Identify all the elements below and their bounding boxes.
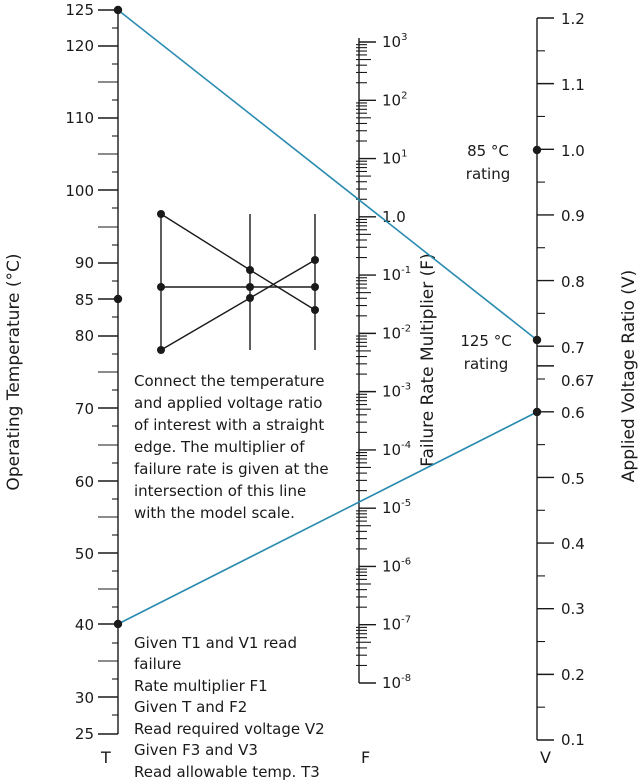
t-label-80: 80 — [75, 327, 94, 345]
t-label-70: 70 — [75, 400, 94, 418]
svg-text:edge. The multiplier of: edge. The multiplier of — [134, 438, 305, 456]
t-label-120: 120 — [65, 37, 94, 55]
v-label-0.67: 0.67 — [561, 372, 594, 390]
point-t-125 — [113, 5, 123, 15]
v-label-0.7: 0.7 — [561, 339, 585, 357]
v-label-0.4: 0.4 — [561, 535, 585, 553]
point-t-85 — [113, 294, 123, 304]
v-label-1.1: 1.1 — [561, 76, 585, 94]
rating-125-line2: rating — [464, 355, 508, 373]
t-label-85: 85 — [75, 291, 94, 309]
schematic-illustration — [157, 210, 319, 354]
t-label-100: 100 — [65, 182, 94, 200]
steps-text: Given T1 and V1 read failure Rate multip… — [134, 634, 325, 781]
svg-text:intersection of this line: intersection of this line — [134, 482, 306, 500]
f-label-11: 10-8 — [382, 673, 411, 692]
f-label-2: 101 — [382, 149, 407, 168]
v-label-0.8: 0.8 — [561, 273, 585, 291]
t-label-90: 90 — [75, 254, 94, 272]
svg-text:Given F3 and V3: Given F3 and V3 — [134, 741, 258, 759]
f-label-0: 103 — [382, 32, 407, 51]
svg-text:Given T1 and V1 read: Given T1 and V1 read — [134, 634, 297, 652]
v-label-0.6: 0.6 — [561, 404, 585, 422]
t-label-30: 30 — [75, 689, 94, 707]
t-label-60: 60 — [75, 473, 94, 491]
t-label-125: 125 — [65, 1, 94, 19]
v-axis-title: Applied Voltage Ratio (V) — [619, 270, 639, 482]
v-label-0.3: 0.3 — [561, 600, 585, 618]
svg-text:Given T and F2: Given T and F2 — [134, 698, 247, 716]
svg-text:Read required voltage V2: Read required voltage V2 — [134, 720, 325, 738]
t-axis-letter: T — [100, 748, 111, 767]
v-label-0.2: 0.2 — [561, 666, 585, 684]
f-label-10: 10-7 — [382, 615, 411, 634]
point-v-1.0 — [532, 145, 542, 155]
rating-85-line1: 85 °C — [467, 142, 509, 160]
instruction-text: Connect the temperature and applied volt… — [134, 372, 329, 522]
f-axis-title: Failure Rate Multiplier (F) — [418, 253, 438, 466]
construction-line-40c — [117, 411, 538, 625]
svg-text:Connect the temperature: Connect the temperature — [134, 372, 324, 390]
svg-text:and applied voltage ratio: and applied voltage ratio — [134, 394, 322, 412]
v-label-1.0: 1.0 — [561, 142, 585, 160]
f-label-8: 10-5 — [382, 498, 411, 517]
point-t-40 — [113, 619, 123, 629]
t-label-40: 40 — [75, 616, 94, 634]
rating-85-line2: rating — [466, 165, 510, 183]
svg-text:Read allowable temp. T3: Read allowable temp. T3 — [134, 763, 320, 781]
v-axis-letter: V — [540, 748, 551, 767]
f-label-4: 10-1 — [382, 265, 411, 284]
t-label-50: 50 — [75, 545, 94, 563]
t-label-25: 25 — [75, 725, 94, 743]
f-label-6: 10-3 — [382, 382, 411, 401]
svg-text:failure: failure — [134, 655, 181, 673]
f-label-9: 10-6 — [382, 556, 411, 575]
construction-line-125c — [117, 9, 538, 341]
point-v-0.6 — [532, 407, 542, 417]
v-label-0.1: 0.1 — [561, 731, 585, 749]
v-label-0.5: 0.5 — [561, 470, 585, 488]
svg-text:of interest with a straight: of interest with a straight — [134, 416, 324, 434]
svg-text:failure rate is given at the: failure rate is given at the — [134, 460, 329, 478]
failure-multiplier-scale: 103 102 101 1.0 10-1 10-2 10-3 10-4 10-5 10-6 10-7… — [356, 32, 438, 767]
svg-text:Rate multiplier F1: Rate multiplier F1 — [134, 677, 268, 695]
f-label-7: 10-4 — [382, 440, 411, 459]
temperature-scale: 125 120 110 100 90 85 80 70 60 50 40 30 … — [4, 1, 119, 767]
v-label-0.9: 0.9 — [561, 207, 585, 225]
f-label-1: 102 — [382, 90, 407, 109]
f-label-3: 1.0 — [382, 208, 406, 226]
svg-text:with the model scale.: with the model scale. — [134, 504, 295, 522]
t-axis-title: Operating Temperature (°C) — [4, 253, 24, 490]
t-label-110: 110 — [65, 109, 94, 127]
point-v-0.67 — [532, 335, 542, 345]
f-axis-letter: F — [361, 748, 370, 767]
f-label-5: 10-2 — [382, 323, 411, 342]
rating-125-line1: 125 °C — [460, 332, 511, 350]
v-label-1.2: 1.2 — [561, 10, 585, 28]
voltage-ratio-scale: 1.2 1.1 1.0 0.9 0.8 0.7 0.67 0.6 0.5 0.4… — [536, 10, 639, 767]
